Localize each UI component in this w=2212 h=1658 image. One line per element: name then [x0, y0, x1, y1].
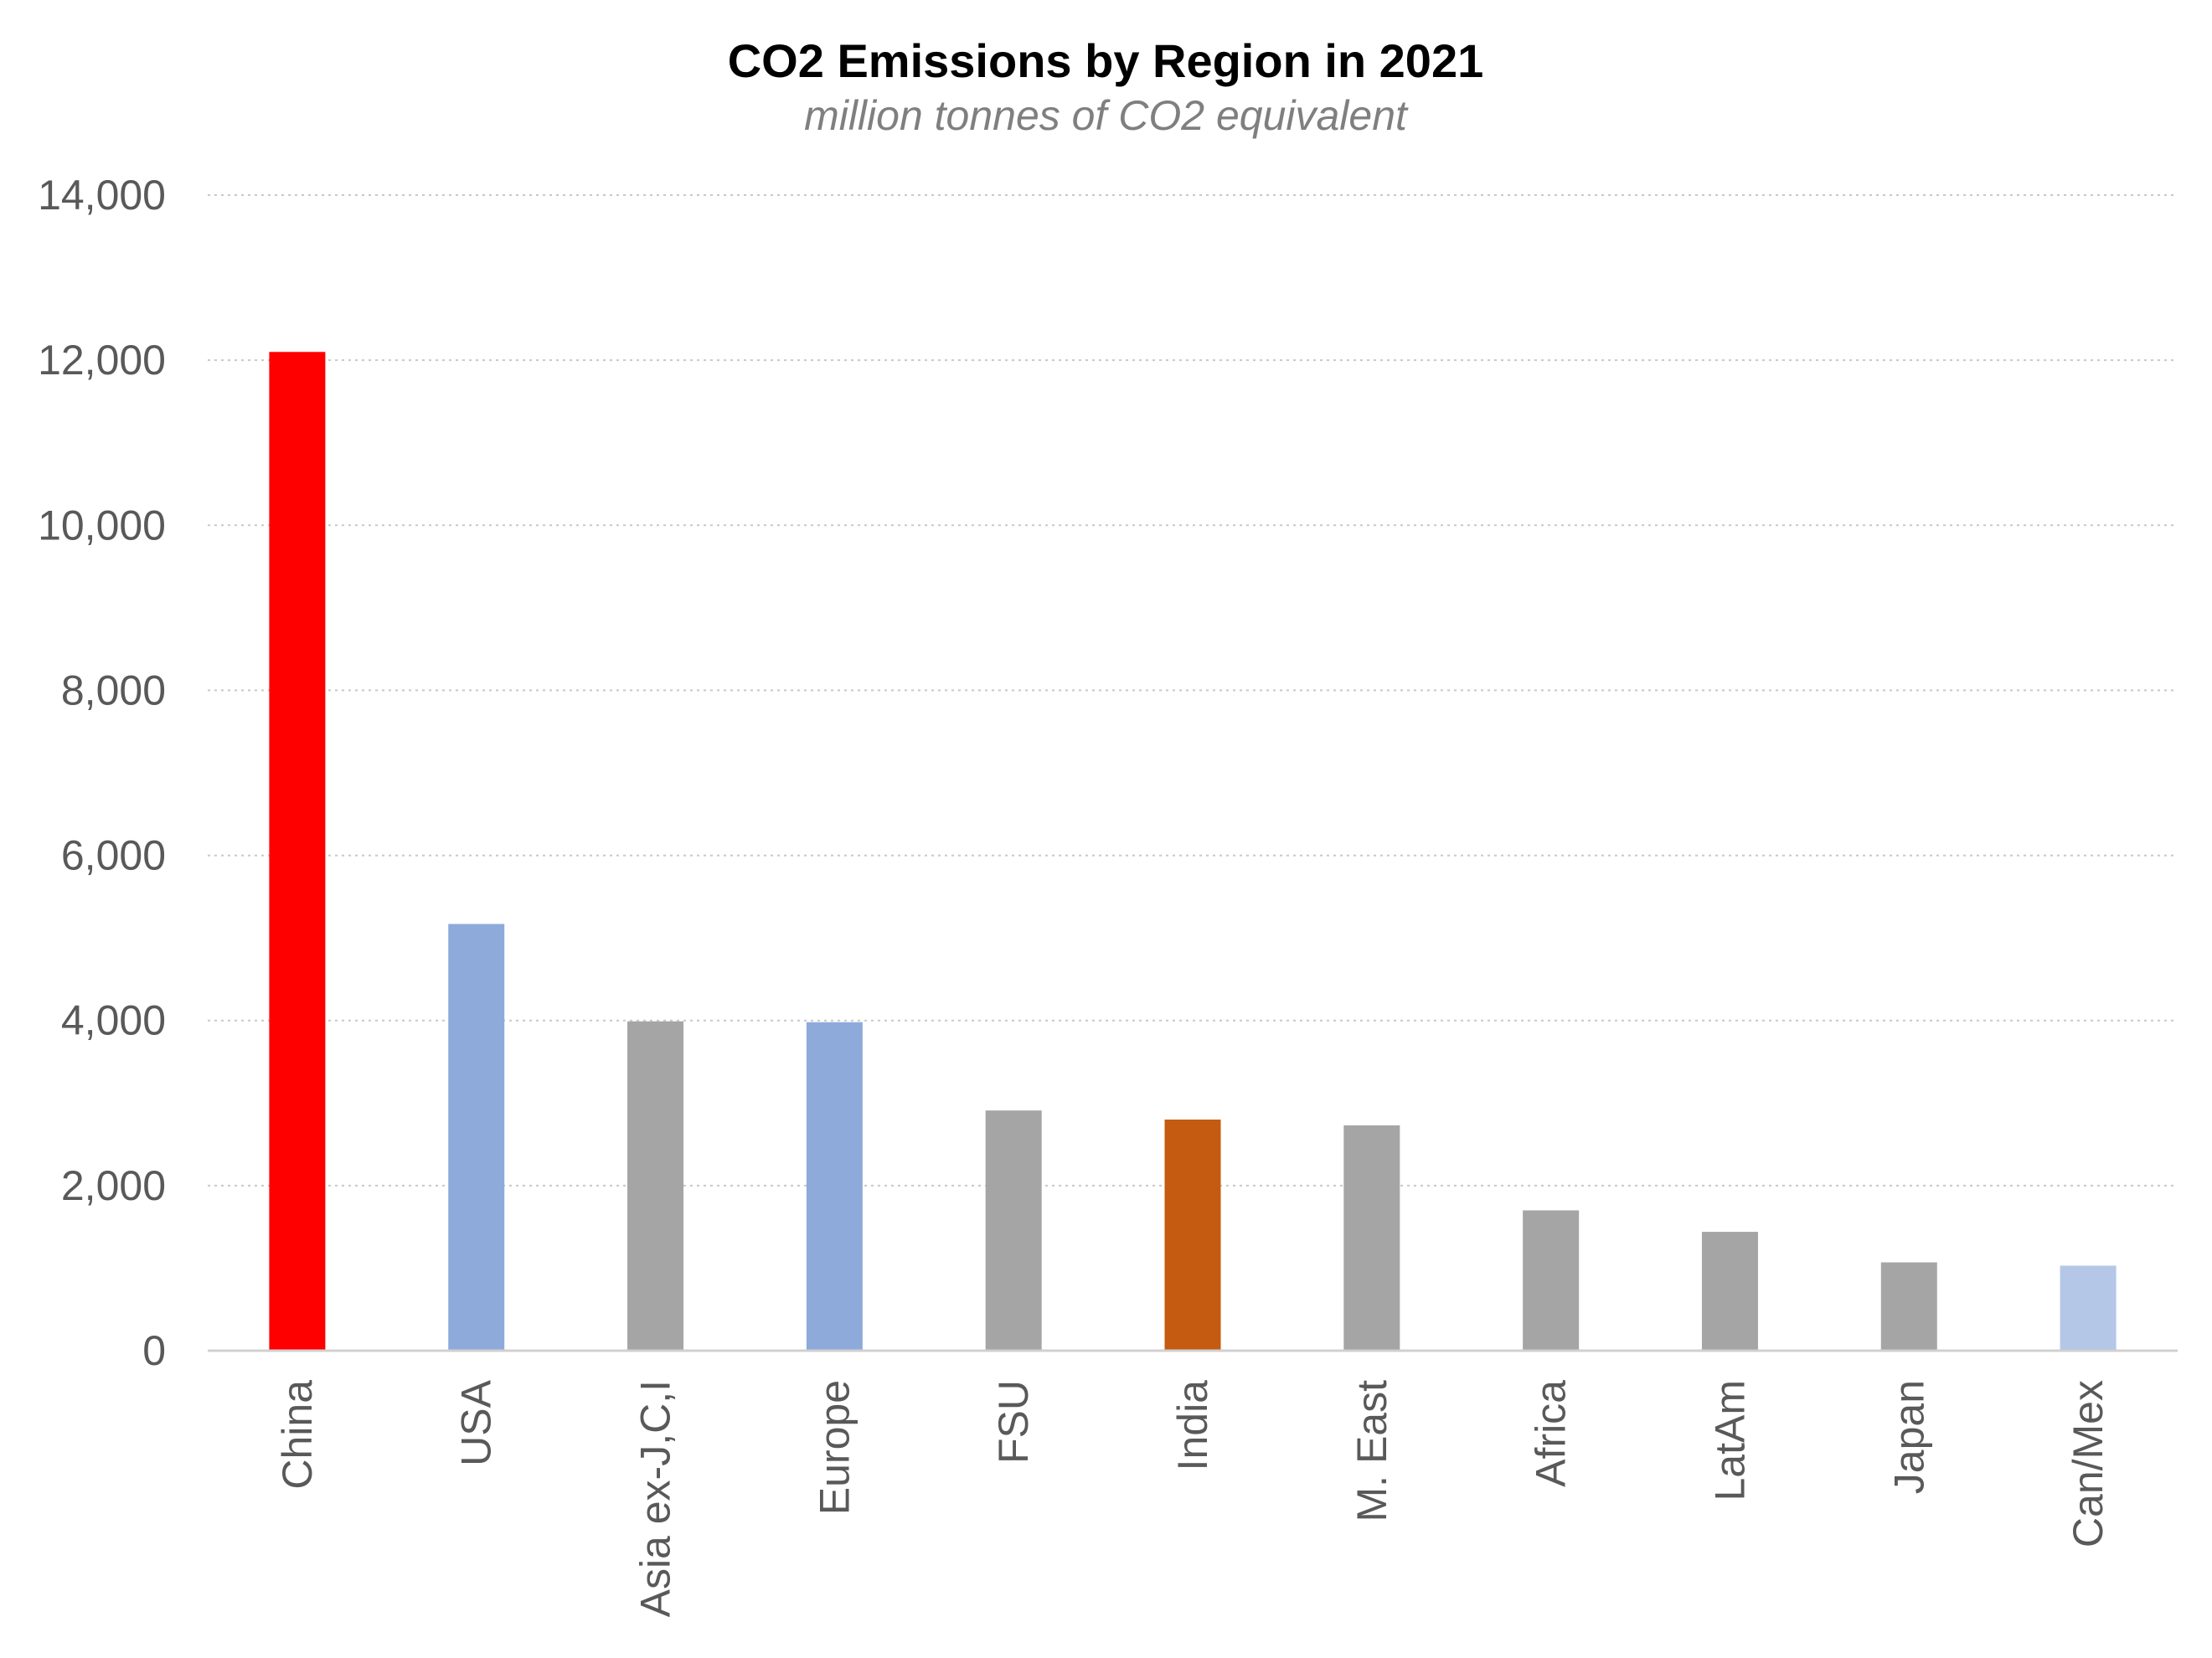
- bar: [1880, 1262, 1937, 1351]
- x-tick-label: Europe: [811, 1380, 858, 1515]
- bars: [269, 352, 2117, 1352]
- y-tick-label: 8,000: [61, 667, 166, 713]
- chart-subtitle: million tonnes of CO2 equivalent: [804, 92, 1409, 139]
- x-tick-label: LatAm: [1706, 1380, 1753, 1501]
- bar: [985, 1110, 1042, 1351]
- bar: [2060, 1265, 2117, 1351]
- x-tick-label: USA: [453, 1379, 500, 1465]
- y-tick-label: 6,000: [61, 832, 166, 879]
- y-tick-label: 10,000: [38, 502, 166, 548]
- chart-title: CO2 Emissions by Region in 2021: [728, 34, 1484, 87]
- x-tick-label: M. East: [1348, 1380, 1395, 1522]
- x-tick-label: FSU: [990, 1380, 1037, 1464]
- x-tick-label: Japan: [1885, 1380, 1932, 1494]
- bar: [806, 1022, 863, 1351]
- y-tick-label: 14,000: [38, 172, 166, 219]
- x-tick-label: Africa: [1528, 1380, 1575, 1487]
- x-tick-label: Asia ex-J,C,I: [632, 1380, 679, 1617]
- gridlines: [208, 194, 2178, 1187]
- bar: [269, 352, 326, 1352]
- y-axis-tick-labels: 0 2,000 4,000 6,000 8,000 10,000 12,000 14,000: [38, 172, 166, 1374]
- bar: [1343, 1125, 1400, 1351]
- y-tick-label: 0: [142, 1327, 166, 1374]
- x-tick-label: China: [274, 1380, 321, 1490]
- x-axis-tick-labels: China USA Asia ex-J,C,I Europe FSU India M. Ea…: [274, 1379, 2111, 1617]
- y-tick-label: 4,000: [61, 997, 166, 1044]
- y-tick-label: 12,000: [38, 337, 166, 384]
- x-tick-label: Can/Mex: [2065, 1380, 2111, 1547]
- bar: [627, 1021, 684, 1351]
- bar: [1523, 1210, 1580, 1351]
- bar: [1701, 1232, 1758, 1351]
- x-tick-label: India: [1169, 1380, 1216, 1471]
- bar: [1164, 1120, 1221, 1351]
- y-tick-label: 2,000: [61, 1162, 166, 1209]
- bar: [448, 924, 505, 1351]
